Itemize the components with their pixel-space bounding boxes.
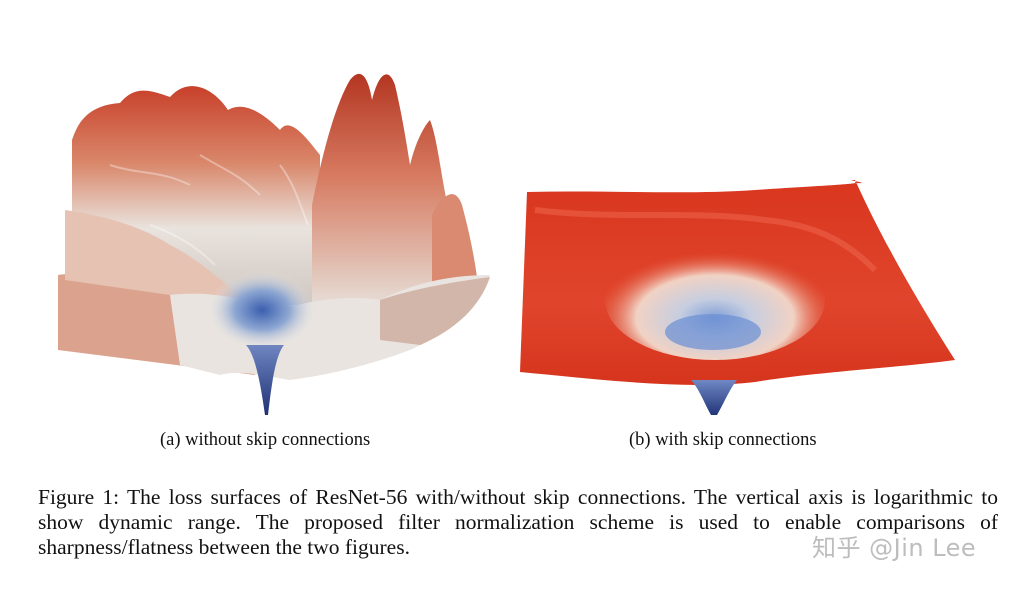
figure-caption: Figure 1: The loss surfaces of ResNet-56… [38,485,998,559]
watermark: 知乎 @Jin Lee [812,534,977,562]
loss-surface-with-skip-plot [520,180,955,415]
subfigure-caption-a: (a) without skip connections [160,430,371,450]
subfigure-caption-b: (b) with skip connections [629,430,817,450]
loss-surface-without-skip-plot [58,73,490,415]
